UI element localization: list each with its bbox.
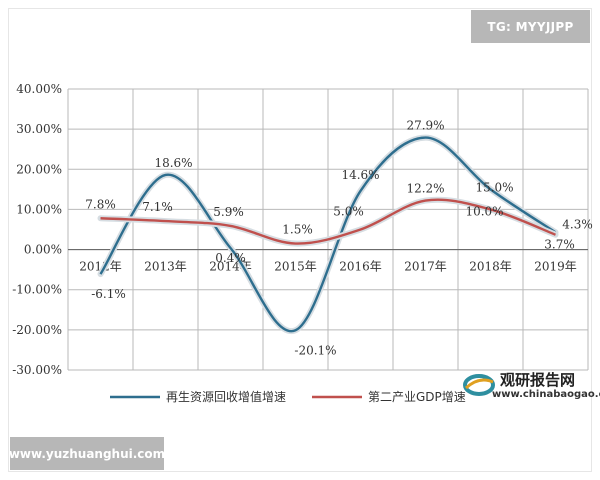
x-tick-label: 2019年 — [534, 260, 577, 274]
data-label-series-1: 14.6% — [341, 168, 379, 182]
watermark-name: 观研报告网 — [500, 371, 576, 389]
x-tick-label: 2017年 — [404, 260, 447, 274]
series-line-2 — [100, 198, 556, 245]
y-tick-label: -30.00% — [12, 363, 62, 377]
y-axis-ticks: -30.00% -20.00% -10.00% 0.00% 10.00% 20.00% 30… — [12, 82, 62, 377]
data-label-series-1: 15.0% — [475, 180, 513, 194]
y-tick-label: 20.00% — [16, 162, 62, 176]
chinabaogao-logo-icon — [463, 374, 495, 396]
data-label-series-1: -6.1% — [91, 287, 126, 301]
x-tick-label: 2015年 — [274, 260, 317, 274]
data-label-series-2: 10.0% — [465, 204, 503, 218]
data-label-series-2: 7.8% — [85, 197, 116, 211]
x-tick-label: 2018年 — [469, 260, 512, 274]
y-tick-label: -20.00% — [12, 323, 62, 337]
data-labels: -6.1% 18.6% 0.4% -20.1% 14.6% 27.9% 15.0% 4.3% 7… — [85, 119, 593, 358]
x-tick-label: 2012年 — [79, 260, 122, 274]
legend: 再生资源回收增值增速 第二产业GDP增速 — [110, 389, 466, 404]
y-tick-label: -10.00% — [12, 283, 62, 297]
x-axis-ticks: 2012年 2013年 2014年 2015年 2016年 2017年 2018年 2019年 — [79, 260, 577, 274]
data-label-series-2: 5.9% — [213, 205, 244, 219]
legend-label-series-2: 第二产业GDP增速 — [368, 390, 466, 404]
watermark-url: www.chinabaogao.com — [492, 389, 600, 400]
data-label-series-1: 27.9% — [406, 119, 444, 133]
series-line-1 — [99, 136, 557, 333]
series-lines — [97, 134, 559, 335]
y-tick-label: 40.00% — [16, 82, 62, 96]
legend-label-series-1: 再生资源回收增值增速 — [166, 389, 286, 404]
x-tick-label: 2016年 — [339, 260, 382, 274]
data-label-series-2: 7.1% — [142, 200, 173, 214]
data-label-series-2: 12.2% — [406, 182, 444, 196]
chart-frame — [8, 8, 592, 472]
website-banner[interactable]: www.yuzhuanghui.com — [9, 437, 165, 470]
chinabaogao-watermark: 观研报告网 www.chinabaogao.com — [462, 368, 600, 408]
telegram-badge: TG: MYYJJPP — [471, 10, 590, 43]
data-label-series-2: 1.5% — [282, 223, 313, 237]
gridlines — [67, 88, 589, 371]
y-tick-label: 0.00% — [24, 243, 62, 257]
data-label-series-2: 3.7% — [544, 238, 575, 252]
data-label-series-1: 0.4% — [215, 251, 246, 265]
data-label-series-1: 18.6% — [154, 156, 192, 170]
data-label-series-1: 4.3% — [562, 217, 593, 231]
data-label-series-2: 5.0% — [333, 205, 364, 219]
data-label-series-1: -20.1% — [294, 343, 336, 357]
y-tick-label: 10.00% — [16, 202, 62, 216]
y-tick-label: 30.00% — [16, 122, 62, 136]
x-tick-label: 2013年 — [144, 260, 187, 274]
